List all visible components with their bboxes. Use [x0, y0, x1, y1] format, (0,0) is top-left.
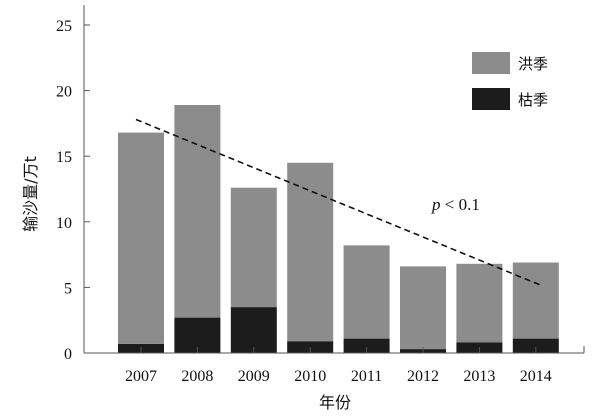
bar-2009-series-0 — [230, 307, 277, 353]
bars-group — [118, 105, 559, 353]
axes-group: 0 5 10 15 20 25 2007 2008 2009 2010 2011 2012 2013 20… — [56, 5, 585, 385]
significance-annotation: p < 0.1 — [431, 195, 480, 214]
y-tick-label-0: 0 — [64, 346, 72, 363]
trendline-group — [135, 118, 541, 286]
x-tick-label-2010: 2010 — [294, 368, 326, 385]
y-axis-title: 输沙量/万t — [21, 156, 40, 232]
bar-2013-series-1 — [456, 263, 503, 343]
bar-2014-series-1 — [512, 262, 559, 339]
y-tick-label-5: 5 — [64, 280, 72, 297]
bar-2010-series-1 — [287, 162, 334, 342]
x-tick-label-2014: 2014 — [520, 368, 552, 385]
bar-2014-series-0 — [512, 338, 559, 353]
p-threshold: < 0.1 — [441, 195, 480, 214]
x-tick-label-2013: 2013 — [463, 368, 495, 385]
legend-swatch-1 — [472, 88, 510, 110]
bar-2012-series-1 — [400, 266, 446, 350]
y-tick-label-10: 10 — [56, 215, 72, 232]
bar-2009-series-1 — [230, 187, 277, 308]
x-tick-label-2011: 2011 — [351, 368, 382, 385]
bar-2011-series-1 — [343, 245, 390, 339]
x-tick-label-2009: 2009 — [238, 368, 270, 385]
p-symbol: p — [431, 195, 441, 214]
bar-2007-series-1 — [118, 132, 164, 344]
x-tick-label-2012: 2012 — [407, 368, 439, 385]
bar-2008-series-1 — [174, 105, 221, 318]
x-tick-label-2007: 2007 — [125, 368, 157, 385]
legend-label-0: 洪季 — [518, 55, 548, 73]
y-tick-label-25: 25 — [56, 18, 72, 35]
y-tick-label-20: 20 — [56, 84, 72, 101]
legend-swatch-0 — [472, 52, 510, 74]
y-tick-label-15: 15 — [56, 149, 72, 166]
legend-label-1: 枯季 — [518, 91, 548, 109]
x-axis-title: 年份 — [319, 393, 351, 412]
bar-2011-series-0 — [343, 338, 390, 353]
trend-line — [135, 118, 541, 286]
x-tick-label-2008: 2008 — [181, 368, 213, 385]
